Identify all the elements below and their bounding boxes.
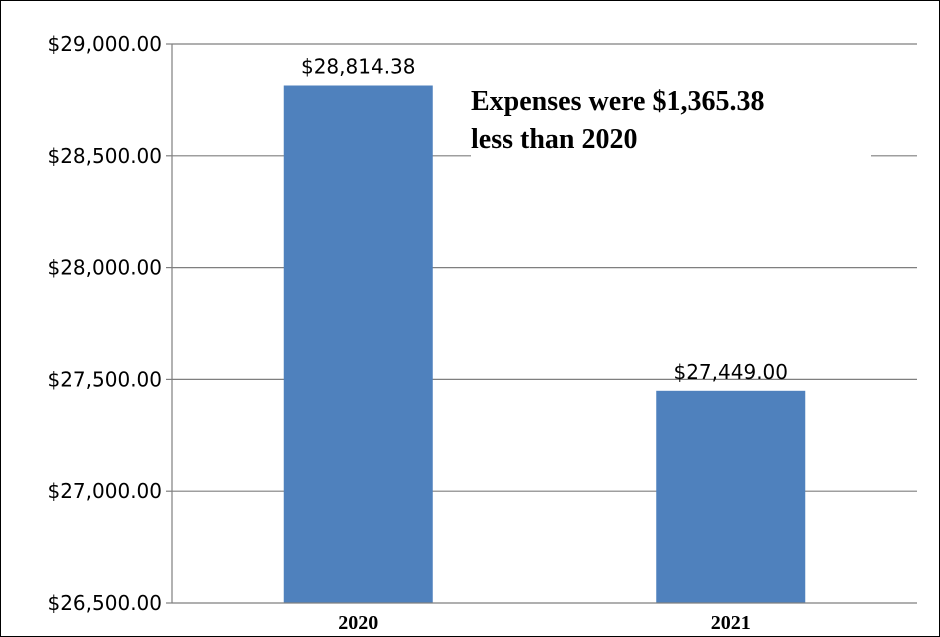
y-tick-label: $27,000.00 (47, 479, 162, 503)
data-label-2021: $27,449.00 (673, 360, 788, 384)
axes (166, 43, 917, 604)
bar-2021 (656, 390, 806, 603)
annotation-line-1: Expenses were $1,365.38 (471, 86, 765, 117)
y-tick-label: $28,000.00 (47, 256, 162, 280)
bar-2020 (283, 85, 433, 603)
y-tick-label: $29,000.00 (47, 32, 162, 56)
labels: $26,500.00 $27,000.00 $27,500.00 $28,000.00… (47, 32, 788, 634)
y-tick-label: $27,500.00 (47, 367, 162, 391)
chart-annotation: Expenses were $1,365.38 less than 2020 (471, 83, 871, 159)
annotation-line-2: less than 2020 (471, 124, 638, 155)
data-label-2020: $28,814.38 (301, 55, 416, 79)
x-tick-label-2021: 2021 (711, 612, 751, 634)
x-tick-label-2020: 2020 (338, 612, 378, 634)
bars (283, 85, 806, 603)
y-tick-label: $28,500.00 (47, 144, 162, 168)
y-tick-label: $26,500.00 (47, 591, 162, 615)
